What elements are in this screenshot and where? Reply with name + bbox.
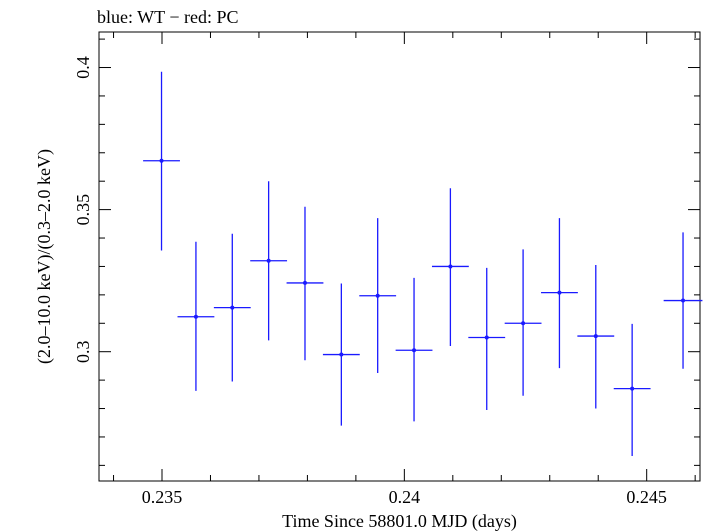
point-marker xyxy=(484,335,489,340)
data-point xyxy=(359,218,397,374)
point-marker xyxy=(230,305,235,310)
y-axis-label: (2.0–10.0 keV)/(0.3–2.0 keV) xyxy=(34,149,55,364)
x-tick-label: 0.235 xyxy=(142,487,183,507)
point-marker xyxy=(557,290,562,295)
data-point xyxy=(431,188,469,347)
data-point xyxy=(613,323,651,456)
x-tick-label: 0.24 xyxy=(389,487,421,507)
chart-title: blue: WT − red: PC xyxy=(97,7,238,27)
point-marker xyxy=(193,314,198,319)
point-marker xyxy=(593,334,598,339)
point-marker xyxy=(266,258,271,263)
y-tick-label: 0.4 xyxy=(73,56,93,79)
x-tick-label: 0.245 xyxy=(626,487,667,507)
point-marker xyxy=(412,348,417,353)
x-axis: 0.235 0.24 0.245 xyxy=(113,32,696,507)
point-marker xyxy=(448,264,453,269)
data-point xyxy=(250,181,288,341)
data-point xyxy=(577,265,615,409)
point-marker xyxy=(630,386,635,391)
point-marker xyxy=(339,352,344,357)
data-point xyxy=(541,218,578,369)
data-point xyxy=(663,232,703,369)
point-marker xyxy=(375,293,380,298)
data-point xyxy=(504,249,542,396)
x-axis-label: Time Since 58801.0 MJD (days) xyxy=(282,511,517,532)
point-marker xyxy=(681,298,686,303)
point-marker xyxy=(302,280,307,285)
data-point xyxy=(143,71,180,251)
point-marker xyxy=(521,321,526,326)
data-point xyxy=(468,267,506,410)
point-marker xyxy=(159,158,164,163)
data-point xyxy=(213,233,251,382)
y-tick-label: 0.35 xyxy=(73,194,93,226)
data-series-wt xyxy=(143,71,703,456)
data-point xyxy=(286,206,324,361)
plot-frame xyxy=(98,31,701,482)
y-tick-label: 0.3 xyxy=(73,340,93,363)
y-axis: 0.3 0.35 0.4 xyxy=(73,38,700,466)
data-point xyxy=(322,283,360,426)
data-point xyxy=(177,241,215,391)
data-point xyxy=(395,277,433,422)
